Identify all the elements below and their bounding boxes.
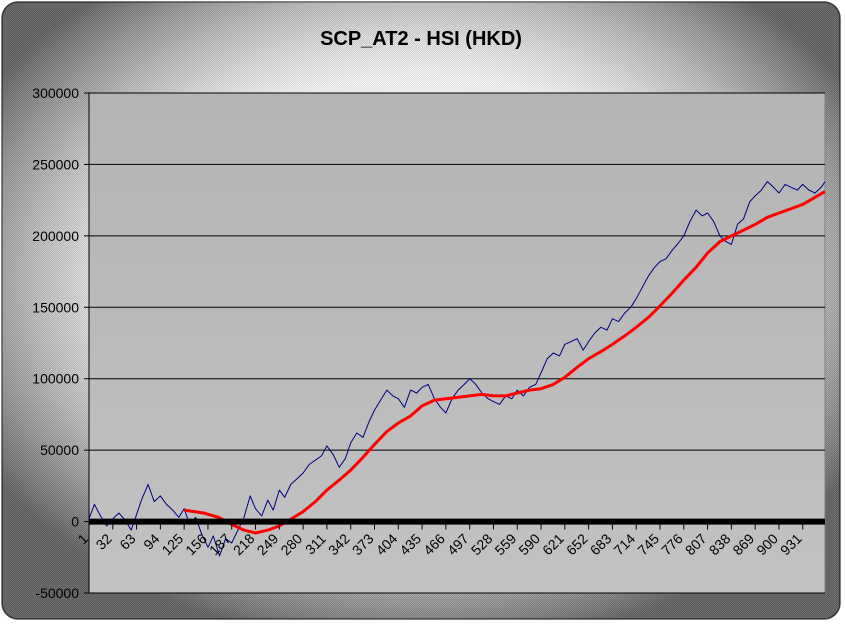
plot-area	[88, 92, 826, 594]
y-tick-label: 50000	[40, 442, 79, 458]
y-axis: -50000 0 50000 100000 150000 200000 250000 3000…	[32, 85, 90, 601]
y-tick-label: -50000	[35, 585, 79, 601]
chart-title: SCP_AT2 - HSI (HKD)	[320, 28, 522, 50]
y-tick-label: 300000	[32, 85, 79, 101]
y-tick-label: 150000	[32, 299, 79, 315]
y-tick-label: 250000	[32, 156, 79, 172]
y-tick-label: 200000	[32, 228, 79, 244]
series-layer	[88, 181, 826, 557]
series-line-2	[183, 190, 826, 535]
y-tick-label: 0	[71, 514, 79, 530]
series-line-1	[88, 181, 826, 557]
gridlines	[89, 92, 825, 594]
y-tick-label: 100000	[32, 371, 79, 387]
